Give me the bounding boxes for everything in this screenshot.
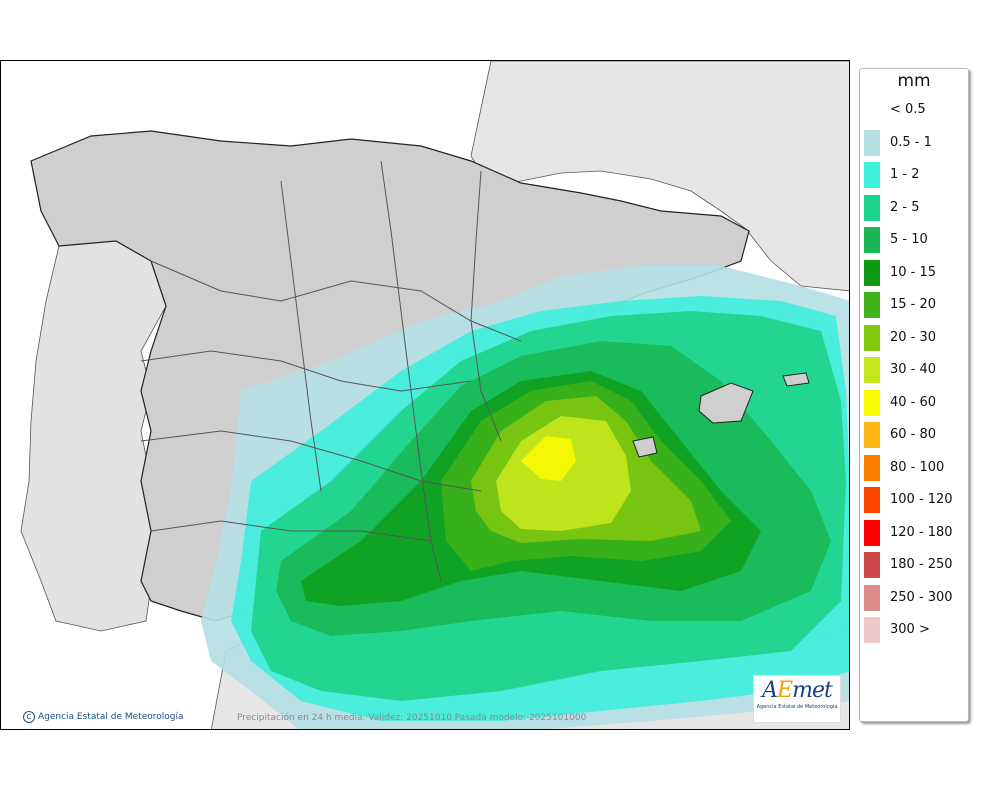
legend-item: 40 - 60 [864, 389, 964, 416]
legend-label: 120 - 180 [890, 524, 953, 540]
legend-label: 5 - 10 [890, 232, 928, 247]
credit-text: Agencia Estatal de Meteorología [38, 712, 184, 722]
legend-swatch [864, 129, 880, 156]
copyright-icon: C [23, 711, 35, 723]
legend-swatch [864, 227, 880, 253]
legend-swatch [864, 422, 880, 448]
legend-swatch [864, 519, 880, 546]
legend-swatch [864, 259, 880, 286]
legend-item: < 0.5 [864, 97, 964, 123]
legend-swatch [864, 194, 880, 221]
legend-swatch [864, 97, 880, 123]
legend-item: 30 - 40 [864, 357, 964, 383]
legend-label: 20 - 30 [890, 329, 937, 345]
legend-item: 15 - 20 [864, 292, 964, 318]
legend-swatch [864, 324, 880, 351]
legend-item: 60 - 80 [864, 422, 964, 448]
legend-swatch [864, 454, 880, 481]
mallorca-island [698, 382, 754, 424]
ibiza-island [632, 436, 658, 458]
legend-label: 2 - 5 [890, 199, 920, 215]
regional-boundaries [140, 160, 522, 582]
legend-item: 180 - 250 [864, 552, 964, 578]
legend-item: 120 - 180 [864, 519, 964, 546]
legend-label: 80 - 100 [890, 459, 945, 475]
legend-label: 100 - 120 [890, 492, 953, 507]
legend-item: 10 - 15 [864, 259, 964, 286]
legend-label: 1 - 2 [890, 167, 920, 182]
logo-wordmark: AEmet [762, 678, 833, 703]
legend-swatch [864, 357, 880, 383]
legend-label: 30 - 40 [890, 362, 937, 377]
legend-label: 60 - 80 [890, 427, 937, 442]
legend-label: 300 > [890, 622, 930, 637]
legend-item: 1 - 2 [864, 162, 964, 188]
legend-swatch [864, 389, 880, 416]
legend-label: < 0.5 [890, 102, 926, 117]
copyright-credit[interactable]: C Agencia Estatal de Meteorología [23, 711, 184, 723]
legend-item: 300 > [864, 617, 964, 643]
legend-swatch [864, 584, 880, 611]
logo-subtitle: Agencia Estatal de Meteorología [756, 704, 838, 710]
legend-item: 80 - 100 [864, 454, 964, 481]
legend-swatch [864, 617, 880, 643]
legend-swatch [864, 162, 880, 188]
legend-item: 20 - 30 [864, 324, 964, 351]
legend-item: 5 - 10 [864, 227, 964, 253]
legend-item: 250 - 300 [864, 584, 964, 611]
precipitation-map [1, 61, 849, 729]
legend-swatch [864, 552, 880, 578]
portugal-land [20, 240, 167, 632]
validity-text: Precipitación en 24 h media. Validez: 20… [237, 713, 587, 723]
legend-swatch [864, 487, 880, 513]
menorca-island [782, 372, 810, 387]
legend-item: 100 - 120 [864, 487, 964, 513]
legend-title: mm [897, 71, 931, 91]
legend-swatch [864, 292, 880, 318]
legend-item: 2 - 5 [864, 194, 964, 221]
legend-label: 180 - 250 [890, 557, 953, 572]
precip-40-60 [521, 436, 576, 481]
legend-label: 10 - 15 [890, 264, 937, 280]
legend-label: 40 - 60 [890, 394, 937, 410]
aemet-logo: AEmet Agencia Estatal de Meteorología [753, 675, 841, 723]
precipitation-legend: mm < 0.5 0.5 - 1 1 - 2 2 - 5 5 - 10 10 - 15 15… [859, 68, 969, 722]
legend-item: 0.5 - 1 [864, 129, 964, 156]
map-panel: C Agencia Estatal de Meteorología Precipi… [0, 60, 850, 730]
legend-label: 0.5 - 1 [890, 134, 932, 150]
legend-label: 15 - 20 [890, 297, 937, 312]
legend-label: 250 - 300 [890, 589, 953, 605]
